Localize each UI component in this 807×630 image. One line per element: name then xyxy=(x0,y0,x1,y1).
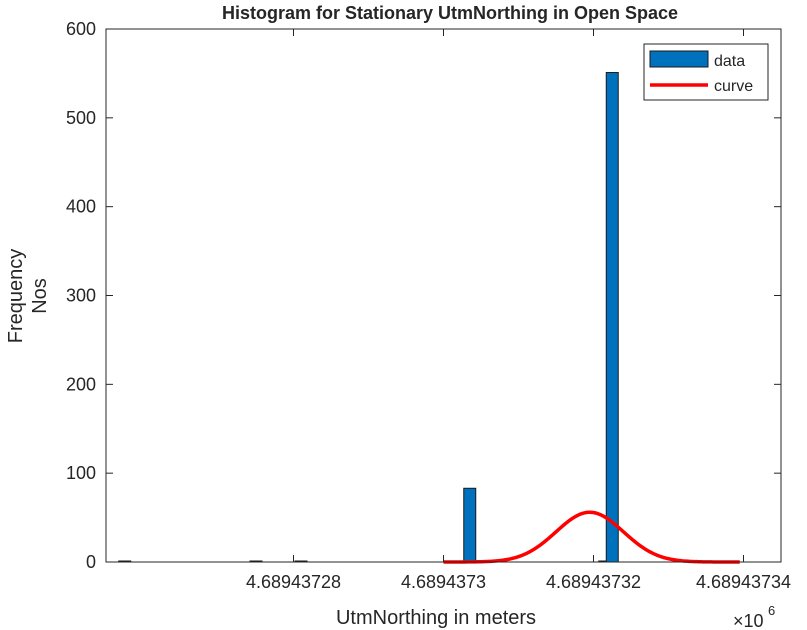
y-tick-label-1: 100 xyxy=(66,463,96,483)
ticks-group xyxy=(106,28,781,563)
y-tick-label-4: 400 xyxy=(66,197,96,217)
tick-labels-group: 0 100 200 300 400 500 600 4.68943728 4.6894373 4.… xyxy=(66,19,791,592)
legend-swatch-data xyxy=(649,50,709,68)
fit-curve xyxy=(443,510,740,564)
y-tick-label-0: 0 xyxy=(86,552,96,572)
y-axis-label: Frequency Nos xyxy=(5,249,51,344)
y-tick-label-2: 200 xyxy=(66,374,96,394)
y-axis-label-line-2: Nos xyxy=(29,278,51,314)
y-tick-label-3: 300 xyxy=(66,286,96,306)
x-tick-label-2: 4.68943732 xyxy=(546,572,641,592)
x-axis-label: UtmNorthing in meters xyxy=(336,607,536,629)
x-exponent-base: ×10 xyxy=(733,611,764,630)
y-axis-label-line-1: Frequency xyxy=(5,249,27,344)
chart-title: Histogram for Stationary UtmNorthing in … xyxy=(222,3,678,23)
x-tick-label-1: 4.6894373 xyxy=(401,572,486,592)
plot-area xyxy=(105,28,782,564)
y-tick-label-5: 500 xyxy=(66,108,96,128)
x-tick-label-0: 4.68943728 xyxy=(246,572,341,592)
legend-label-data: data xyxy=(714,53,745,70)
legend: data curve xyxy=(643,43,769,101)
legend-label-curve: curve xyxy=(714,78,753,95)
x-tick-label-3: 4.68943734 xyxy=(696,572,791,592)
histogram-bar-4 xyxy=(463,487,477,563)
x-axis-exponent: ×10 6 xyxy=(733,603,775,630)
x-exponent-power: 6 xyxy=(768,603,775,618)
histogram-bar-6 xyxy=(605,72,619,563)
y-tick-label-6: 600 xyxy=(66,19,96,39)
axes-background xyxy=(106,29,781,562)
